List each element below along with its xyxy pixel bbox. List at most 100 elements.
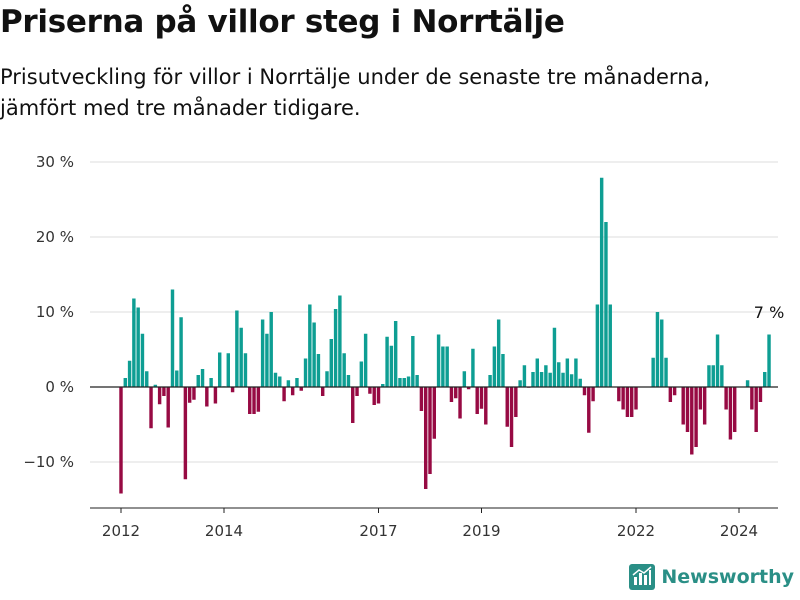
bar: [200, 369, 205, 387]
bar: [518, 380, 522, 387]
bar: [119, 387, 123, 494]
bar: [715, 334, 720, 387]
x-tick-label: 2017: [359, 522, 397, 540]
bar: [595, 304, 600, 387]
bar: [445, 346, 449, 387]
bar: [698, 387, 703, 410]
bar: [132, 298, 136, 387]
bar: [423, 387, 428, 489]
bar: [514, 387, 518, 417]
brand-name: Newsworthy: [661, 566, 794, 588]
bar: [265, 333, 269, 387]
bar: [466, 387, 471, 390]
bar: [282, 387, 286, 402]
bar: [484, 387, 488, 425]
bar: [732, 387, 737, 432]
chart-title: Priserna på villor steg i Norrtälje: [0, 4, 565, 40]
bar: [496, 319, 501, 387]
bar: [754, 387, 758, 432]
bar: [316, 354, 321, 387]
bar: [183, 387, 188, 480]
bar: [664, 357, 668, 387]
bar: [428, 387, 432, 474]
bar: [355, 387, 359, 396]
bar: [385, 336, 389, 387]
bar: [492, 346, 497, 387]
bar: [140, 333, 145, 387]
bar: [582, 387, 587, 396]
bar: [248, 387, 252, 414]
bar: [552, 327, 557, 387]
bar: [479, 387, 484, 409]
newsworthy-brand: Newsworthy: [629, 562, 794, 592]
x-tick-label: 2024: [720, 522, 758, 540]
bar: [389, 345, 394, 387]
bar: [763, 372, 767, 387]
gridlines: [90, 161, 778, 463]
bar: [557, 362, 561, 387]
bar: [415, 375, 419, 387]
bar: [707, 365, 711, 387]
bar: [179, 317, 183, 387]
bar: [548, 372, 552, 387]
last-value-label: 7 %: [754, 303, 784, 322]
bar: [333, 309, 338, 387]
bar: [329, 339, 333, 387]
bars: [119, 177, 771, 494]
newsworthy-logo-icon: [629, 564, 656, 590]
bar: [393, 321, 398, 387]
bar: [136, 307, 140, 387]
bar: [591, 387, 595, 402]
bar: [561, 372, 565, 387]
bar: [758, 387, 763, 402]
bar: [166, 387, 170, 428]
bar: [209, 378, 213, 387]
y-tick-label: 10 %: [36, 303, 74, 321]
bar: [256, 387, 261, 412]
bar: [230, 387, 235, 393]
bar: [303, 358, 308, 387]
bar: [320, 387, 325, 396]
y-tick-label: 20 %: [36, 228, 74, 246]
x-tick-label: 2022: [617, 522, 655, 540]
bar: [694, 387, 698, 447]
bar: [488, 375, 492, 387]
bar: [711, 365, 715, 387]
bar: [432, 387, 436, 439]
bar: [574, 358, 578, 387]
bar: [260, 319, 265, 387]
chart-subtitle: Prisutveckling för villor i Norrtälje un…: [0, 65, 711, 120]
bar: [187, 387, 192, 403]
bar: [359, 361, 364, 387]
bar: [239, 327, 243, 387]
bar: [252, 387, 256, 414]
bar: [419, 387, 424, 411]
bar: [608, 304, 612, 387]
bar: [286, 380, 291, 387]
bar: [351, 387, 355, 423]
bar: [235, 310, 239, 387]
x-axis-ticks: 2012 2014 2017 2019 2022 2024: [102, 508, 758, 540]
bar: [269, 312, 273, 387]
bar: [522, 365, 527, 387]
bar: [621, 387, 625, 410]
bar: [213, 387, 218, 404]
bar: [192, 387, 196, 400]
bar: [436, 334, 441, 387]
bar: [505, 387, 509, 427]
bar: [398, 378, 402, 387]
bar: [363, 333, 368, 387]
bar: [578, 378, 582, 387]
bar: [767, 334, 771, 387]
bar: [372, 387, 376, 405]
bar: [273, 372, 278, 387]
bar: [406, 376, 411, 387]
bar: [651, 357, 655, 387]
bar: [668, 387, 673, 402]
bar: [501, 354, 505, 387]
bar: [402, 378, 406, 387]
bar: [454, 387, 458, 399]
bar: [441, 346, 445, 387]
bar: [127, 360, 132, 387]
